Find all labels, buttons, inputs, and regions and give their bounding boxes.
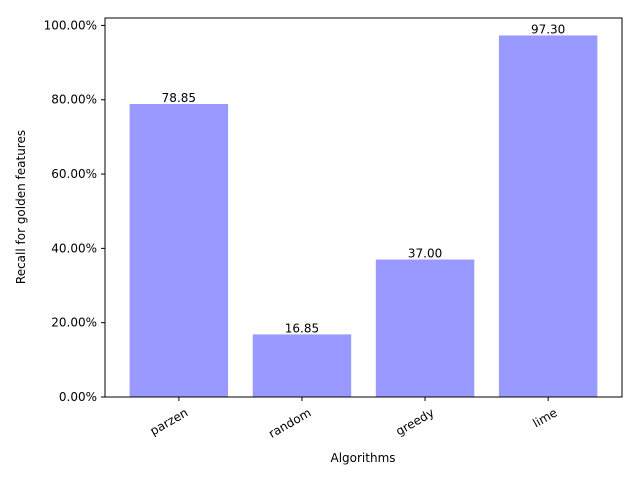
bar-value-label-greedy: 37.00 [408, 247, 442, 261]
bar-parzen [129, 104, 229, 398]
bar-value-label-random: 16.85 [285, 321, 319, 335]
bar-value-labels: 78.85 16.85 37.00 97.30 [162, 22, 566, 335]
y-tick-label: 80.00% [51, 93, 97, 107]
x-tick-label-greedy: greedy [393, 405, 436, 438]
y-tick-label: 100.00% [44, 18, 97, 32]
x-tick-label-parzen: parzen [148, 405, 191, 438]
x-tick-label-lime: lime [530, 405, 559, 430]
y-tick-label: 20.00% [51, 316, 97, 330]
bar-random [252, 334, 352, 397]
bar-greedy [375, 259, 475, 397]
y-axis-label: Recall for golden features [14, 130, 28, 284]
y-tick-label: 60.00% [51, 167, 97, 181]
x-axis-label: Algorithms [330, 451, 395, 465]
y-axis: 0.00% 20.00% 40.00% 60.00% 80.00% 100.00% [44, 18, 105, 404]
y-tick-label: 0.00% [59, 390, 97, 404]
x-axis: parzen random greedy lime [148, 397, 560, 441]
y-tick-label: 40.00% [51, 241, 97, 255]
bar-value-label-parzen: 78.85 [162, 91, 196, 105]
bar-lime [498, 35, 598, 398]
bar-value-label-lime: 97.30 [531, 22, 565, 36]
x-tick-label-random: random [266, 405, 313, 440]
plot-area-frame [104, 17, 623, 398]
bars-group [129, 35, 598, 398]
